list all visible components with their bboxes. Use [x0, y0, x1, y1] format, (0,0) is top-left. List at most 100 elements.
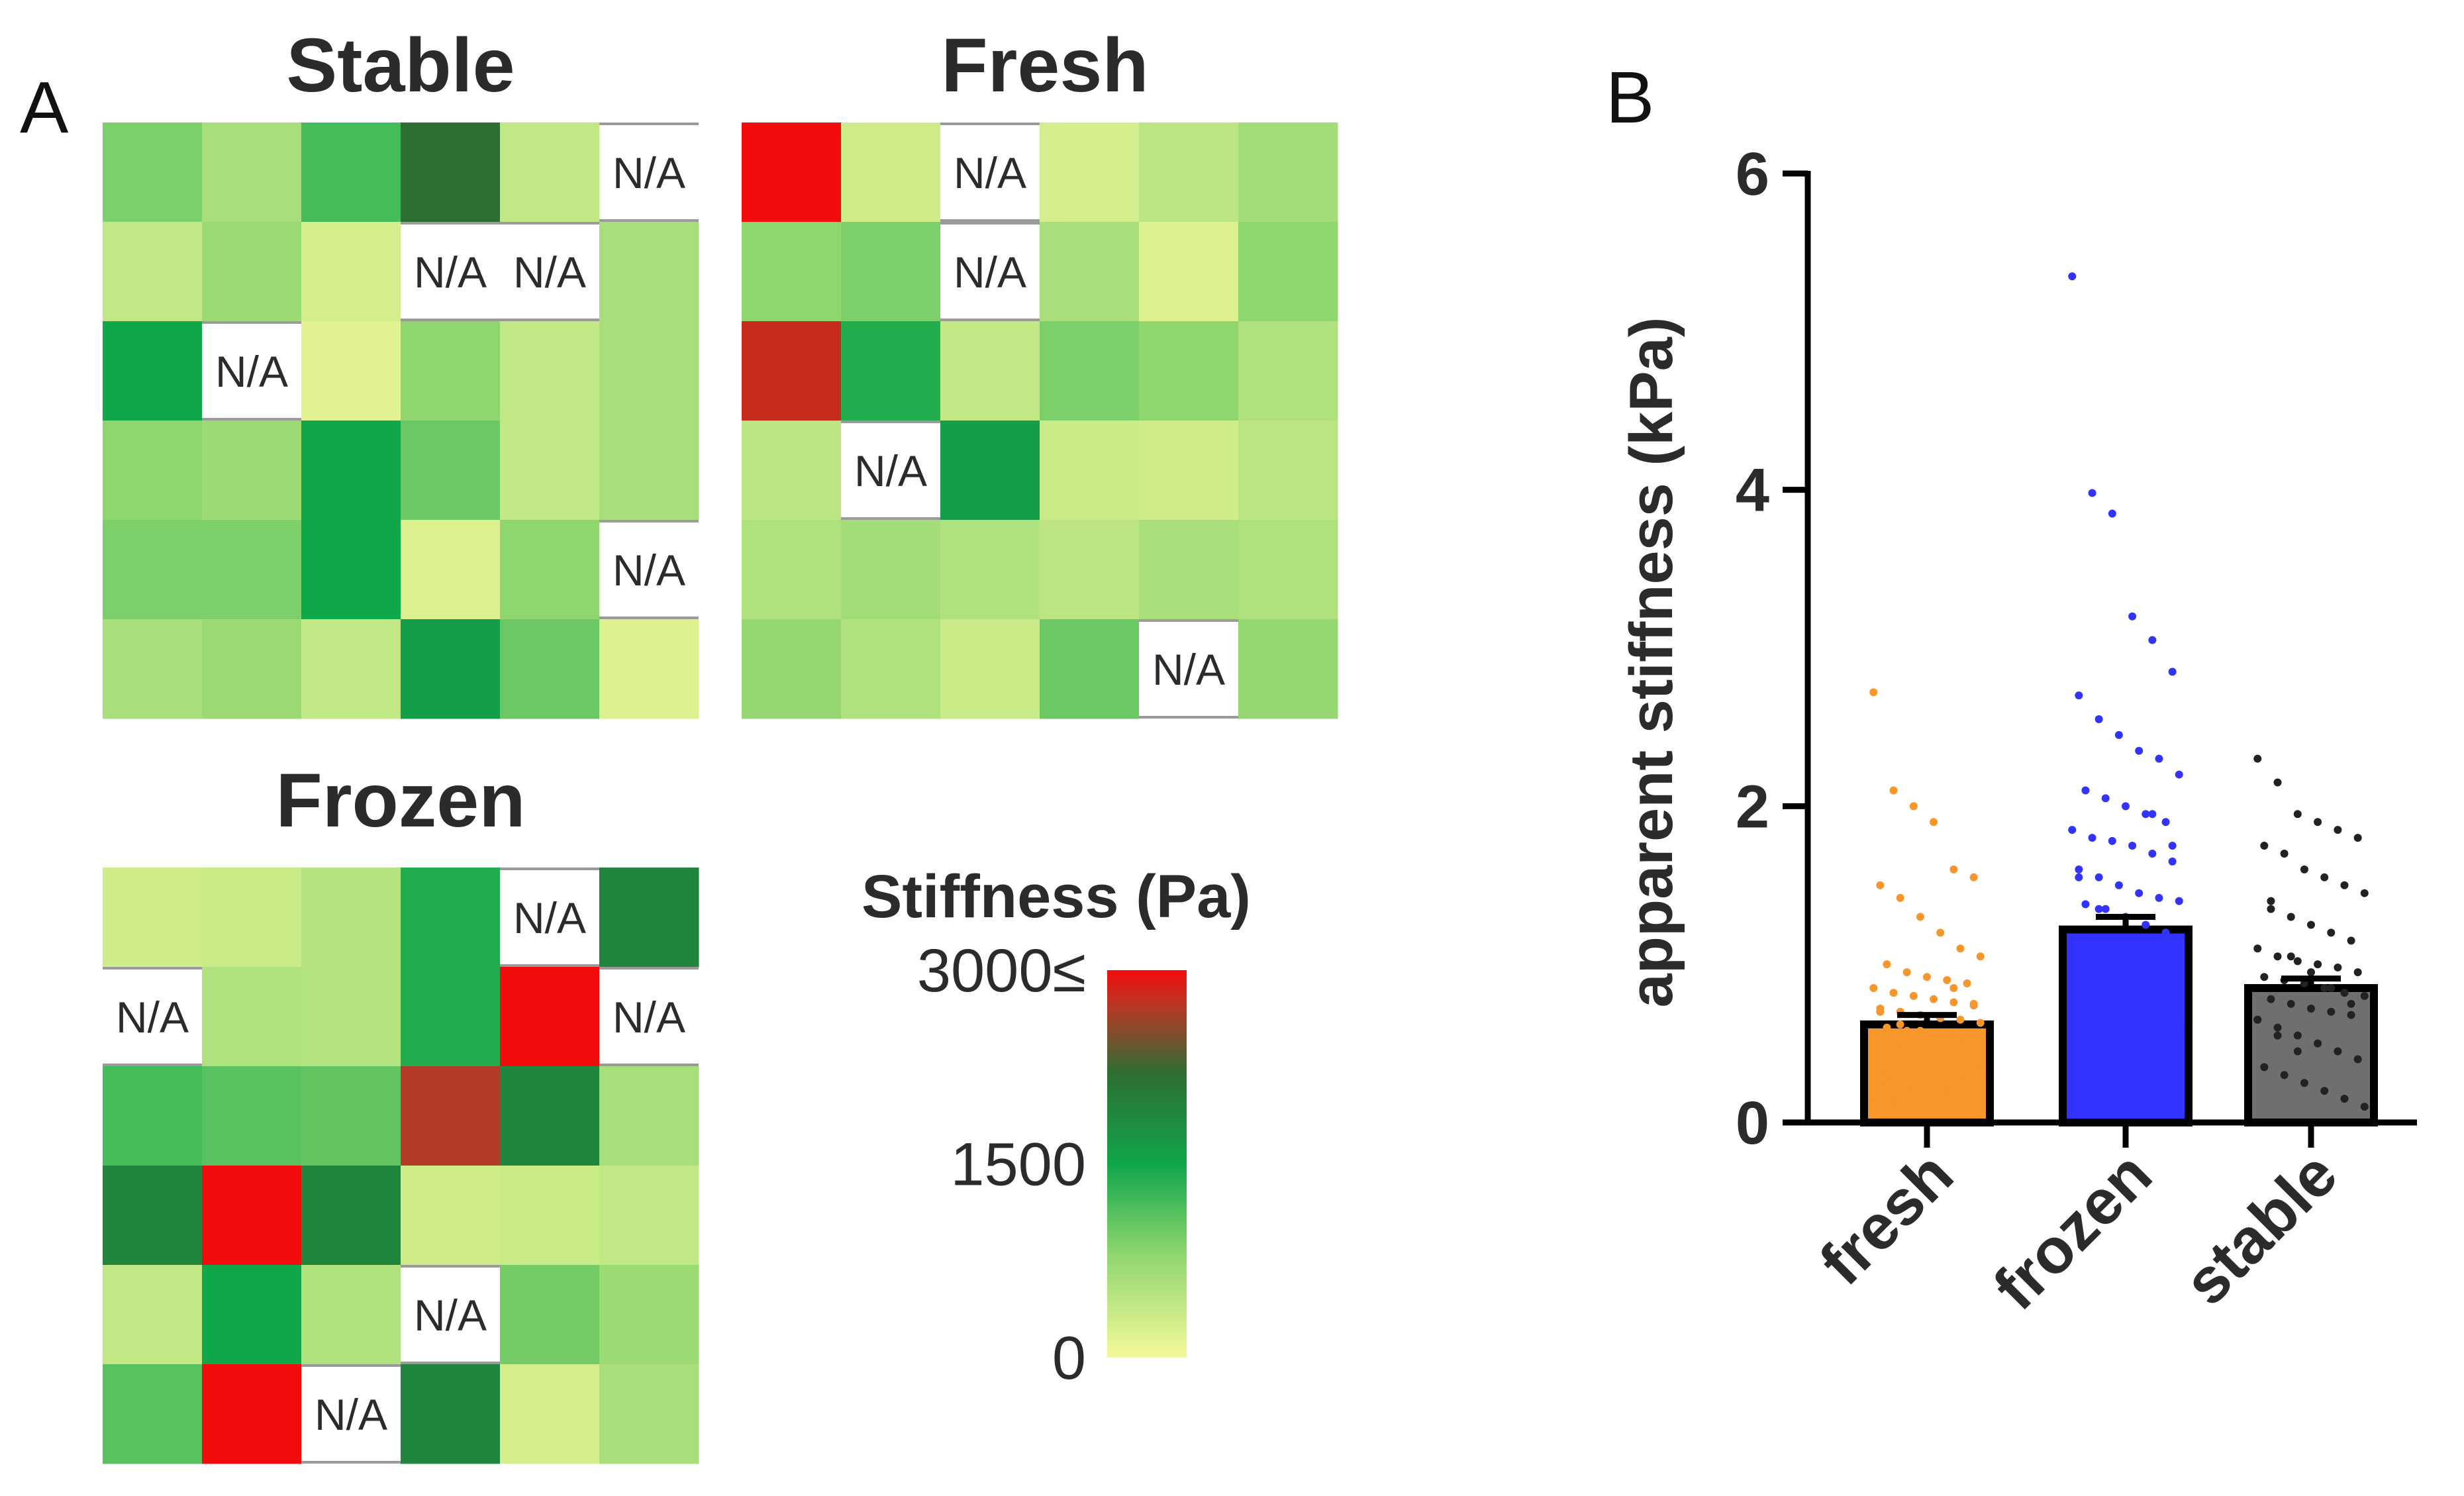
data-point-fresh: [1949, 983, 1958, 992]
y-axis-label: apparent stiffness (kPa): [1618, 317, 1685, 1008]
heatmap-cell: [500, 619, 600, 719]
data-point-fresh: [1956, 1015, 1965, 1024]
bar-chart: apparent stiffness (kPa) 0 2 4 6 fresh frozen…: [1618, 140, 2417, 1323]
heatmap-cell-na: [1139, 619, 1238, 719]
data-point-frozen: [2155, 754, 2163, 763]
heatmap-cell: [202, 868, 302, 968]
data-point-frozen: [2148, 849, 2157, 858]
data-point-frozen: [2081, 786, 2090, 795]
data-point-stable: [2334, 826, 2342, 834]
data-point-frozen: [2108, 1087, 2116, 1095]
data-point-frozen: [2108, 836, 2116, 845]
heatmap-cell: [401, 421, 501, 521]
heatmap-na-label: N/A: [513, 893, 586, 942]
data-point-stable: [2327, 1007, 2336, 1016]
data-point-frozen: [2155, 1015, 2163, 1024]
heatmap-cell: [1238, 520, 1338, 620]
data-point-stable: [2320, 873, 2329, 881]
heatmap-cell: [103, 1166, 203, 1266]
data-point-frozen: [2155, 999, 2163, 1008]
heatmap-cell: [202, 1166, 302, 1266]
heatmap-cell: [401, 1066, 501, 1166]
heatmap-cell: [301, 868, 401, 968]
heatmap-na-label: N/A: [315, 1390, 387, 1439]
data-point-fresh: [1909, 991, 1918, 1000]
data-point-stable: [2314, 1039, 2322, 1048]
data-point-frozen: [2128, 1095, 2137, 1103]
data-point-fresh: [1923, 973, 1931, 981]
data-point-frozen: [2114, 936, 2123, 945]
heatmap-cell: [940, 321, 1040, 421]
data-point-stable: [2253, 754, 2262, 763]
heatmap-cell: [202, 520, 302, 620]
data-point-frozen: [2155, 893, 2163, 902]
data-point-frozen: [2088, 944, 2096, 953]
data-point-stable: [2360, 991, 2369, 1000]
heatmap-cell: [599, 222, 699, 322]
data-point-stable: [2307, 1005, 2315, 1013]
data-point-fresh: [1943, 1031, 1951, 1040]
heatmap-cell: [500, 520, 600, 620]
data-point-frozen: [2075, 983, 2083, 992]
heatmap-cell: [742, 123, 842, 223]
heatmap-cell: [940, 520, 1040, 620]
panel-label-a: A: [20, 67, 69, 148]
heatmap-cell: [301, 619, 401, 719]
data-point-stable: [2253, 944, 2262, 953]
heatmap-cell: [103, 123, 203, 223]
data-point-fresh: [1949, 998, 1958, 1007]
heatmap-cell-na: [599, 967, 699, 1066]
heatmap-cell: [841, 321, 941, 421]
data-point-frozen: [2161, 818, 2170, 826]
heatmap-cell: [202, 619, 302, 719]
heatmap-na-label: N/A: [513, 248, 586, 297]
data-point-stable: [2273, 952, 2282, 961]
data-point-stable: [2293, 957, 2302, 966]
data-point-fresh: [1889, 989, 1898, 997]
data-point-frozen: [2135, 746, 2144, 755]
data-point-fresh: [1976, 1019, 1985, 1027]
heatmap-cell: [599, 1066, 699, 1166]
data-point-stable: [2287, 952, 2295, 961]
heatmap-na-label: N/A: [954, 248, 1026, 297]
data-point-stable: [2314, 818, 2322, 826]
heatmap-cell: [301, 321, 401, 421]
colorbar-tick-label: 1500: [950, 1131, 1086, 1199]
data-point-frozen: [2101, 794, 2110, 803]
data-point-fresh: [1902, 1026, 1911, 1035]
data-point-stable: [2334, 963, 2342, 972]
heatmap-cell: [202, 123, 302, 223]
heatmap-na-label: N/A: [215, 347, 288, 396]
heatmap-fresh-title: Fresh: [941, 23, 1148, 108]
data-point-stable: [2260, 842, 2269, 850]
data-point-stable: [2340, 989, 2349, 997]
heatmap-cell-na: [940, 222, 1040, 321]
data-point-stable: [2273, 1031, 2282, 1040]
heatmap-cell: [103, 1066, 203, 1166]
heatmap-cell: [103, 619, 203, 719]
data-point-fresh: [1930, 1048, 1938, 1057]
data-point-stable: [2327, 928, 2336, 937]
data-point-stable: [2340, 881, 2349, 889]
heatmap-cell: [1040, 421, 1140, 521]
data-point-stable: [2347, 936, 2355, 945]
heatmap-cell-na: [500, 222, 599, 321]
data-point-fresh: [1976, 1063, 1985, 1072]
heatmap-cell: [599, 1166, 699, 1266]
data-point-fresh: [1876, 1058, 1885, 1067]
heatmap-cell: [202, 1265, 302, 1365]
heatmap-cell: [940, 421, 1040, 521]
heatmap-cell: [103, 1364, 203, 1464]
data-point-fresh: [1869, 1039, 1878, 1048]
colorbar: Stiffness (Pa) 3000≤ 1500 0: [862, 863, 1251, 1392]
data-point-stable: [2293, 1047, 2302, 1056]
data-point-stable: [2260, 973, 2269, 981]
heatmap-cell: [500, 1364, 600, 1464]
heatmap-na-label: N/A: [854, 446, 927, 495]
heatmap-cell-na: [301, 1364, 401, 1464]
data-point-frozen: [2142, 810, 2150, 819]
heatmap-cell: [742, 321, 842, 421]
data-point-frozen: [2114, 881, 2123, 889]
data-point-stable: [2320, 983, 2329, 992]
heatmap-cell: [599, 1364, 699, 1464]
